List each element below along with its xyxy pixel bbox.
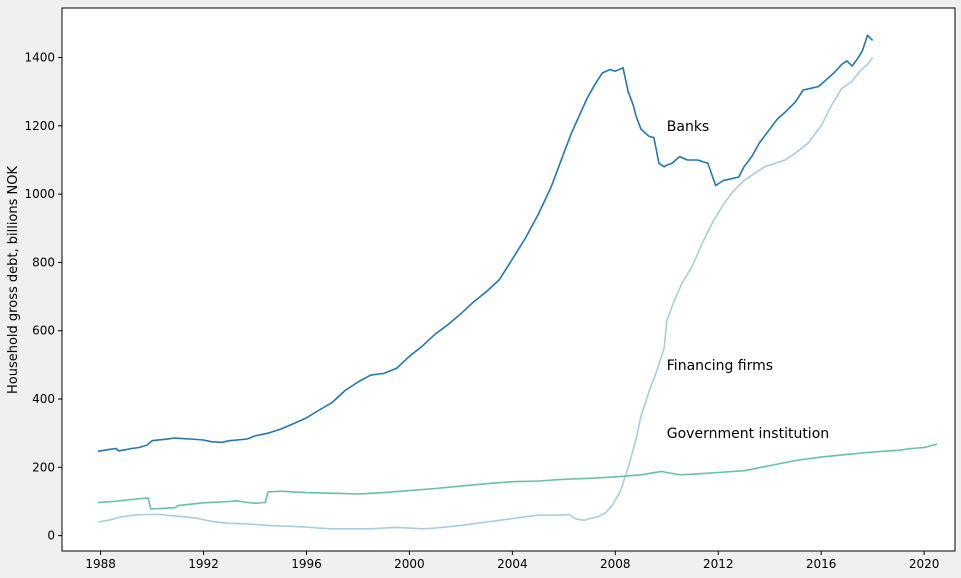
x-tick-label: 2020 [909, 557, 940, 571]
x-tick-label: 2004 [497, 557, 528, 571]
series-line-0 [97, 34, 874, 453]
series-line-2 [97, 443, 938, 510]
y-axis-label: Household gross debt, billions NOK [6, 166, 21, 394]
x-tick-label: 1988 [85, 557, 116, 571]
x-tick-label: 2008 [600, 557, 631, 571]
x-tick-label: 2012 [703, 557, 734, 571]
x-tick-label: 1996 [291, 557, 322, 571]
annotation-label: Banks [667, 119, 709, 135]
series-layer [97, 34, 938, 530]
y-tick-label: 1200 [24, 119, 55, 133]
plot-area [61, 7, 956, 552]
y-tick-label: 200 [32, 460, 55, 474]
y-axis: 0 200 400 600 800 1000 1200 1400 [24, 51, 62, 543]
x-axis: 1988 1992 1996 2000 2004 2008 2012 2016 2020 [85, 551, 939, 571]
y-tick-label: 1000 [24, 187, 55, 201]
annotation-label: Government institution [667, 426, 829, 442]
y-tick-label: 0 [47, 529, 55, 543]
y-tick-label: 400 [32, 392, 55, 406]
y-tick-label: 800 [32, 255, 55, 269]
series-line-1 [97, 57, 874, 530]
x-tick-label: 2016 [806, 557, 837, 571]
annotation-label: Financing firms [667, 358, 773, 374]
y-tick-label: 600 [32, 324, 55, 338]
x-tick-label: 1992 [188, 557, 219, 571]
y-tick-label: 1400 [24, 51, 55, 65]
annotations: Banks Financing firms Government instituti… [667, 119, 829, 442]
x-tick-label: 2000 [394, 557, 425, 571]
